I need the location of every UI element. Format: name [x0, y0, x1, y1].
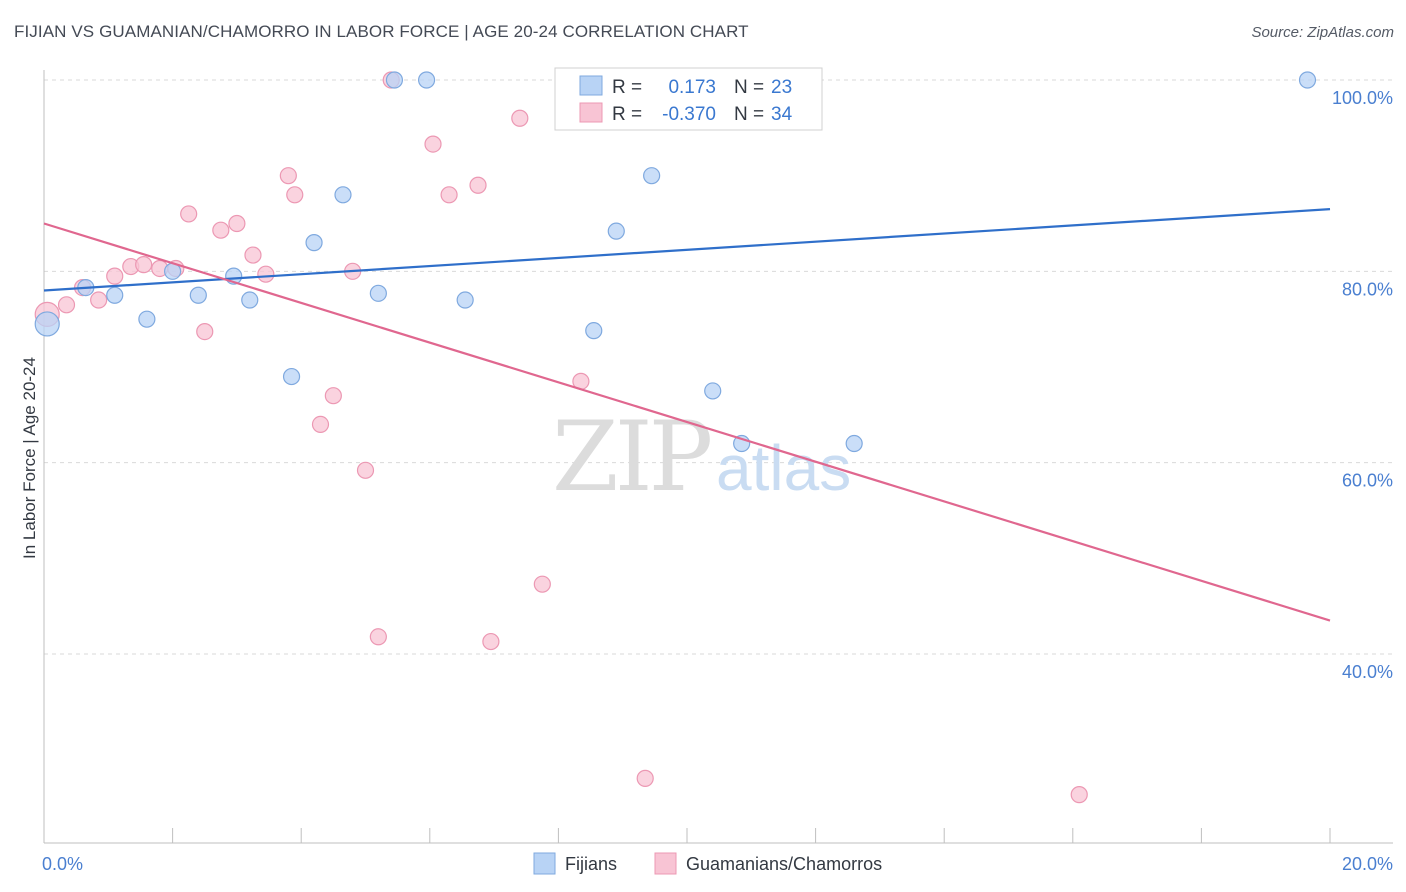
fijians-point	[643, 167, 661, 185]
y-tick-label-100: 100.0%	[1332, 88, 1393, 108]
fijians-point	[305, 234, 323, 252]
stats-blue-r-value: 0.173	[668, 77, 716, 98]
y-tick-label-60: 60.0%	[1342, 471, 1393, 491]
gridlines	[44, 79, 1393, 655]
guamanians-point	[469, 176, 487, 194]
fijians-point	[456, 291, 474, 309]
fijians-point	[1298, 71, 1317, 89]
fijians-point	[369, 284, 387, 302]
watermark: ZIP atlas	[552, 401, 851, 513]
guamanians-point	[212, 221, 230, 239]
guamanians-point	[279, 167, 297, 185]
fijians-point	[189, 286, 207, 304]
x-tick-label-min: 0.0%	[42, 854, 83, 874]
fijians-point	[106, 286, 124, 304]
legend-label-guamanians: Guamanians/Chamorros	[686, 854, 882, 874]
legend-label-fijians: Fijians	[565, 854, 617, 874]
stats-box: R = 0.173 N = 23 R = -0.370 N = 34	[554, 67, 823, 131]
guamanians-point	[1070, 786, 1088, 804]
guamanians-point	[440, 186, 458, 204]
stats-blue-n-label: N =	[734, 77, 764, 98]
guamanians-point	[424, 135, 442, 153]
y-tick-labels: 40.0% 60.0% 80.0% 100.0%	[1332, 88, 1393, 682]
guamanians-point	[286, 186, 304, 204]
source-credit: Source: ZipAtlas.com	[1251, 24, 1394, 41]
chart-title: FIJIAN VS GUAMANIAN/CHAMORRO IN LABOR FO…	[14, 22, 749, 41]
x-tick-label-max: 20.0%	[1342, 854, 1393, 874]
stats-pink-n-value: 34	[771, 104, 793, 125]
guamanians-point	[356, 461, 375, 479]
fijians-point	[34, 311, 60, 337]
legend-swatch-guamanians	[654, 852, 677, 875]
fijians-point	[845, 434, 863, 453]
y-tick-label-40: 40.0%	[1342, 662, 1393, 682]
stats-blue-r-label: R =	[612, 77, 642, 98]
guamanians-point	[106, 267, 124, 285]
y-tick-label-80: 80.0%	[1342, 279, 1393, 299]
guamanians-point	[257, 265, 275, 283]
stats-blue-n-value: 23	[771, 77, 792, 98]
fijians-trend-line	[43, 208, 1331, 292]
guamanians-point	[90, 291, 108, 309]
legend-swatch-fijians	[533, 852, 556, 875]
guamanians-point	[324, 387, 342, 405]
stats-pink-n-label: N =	[734, 104, 764, 125]
stats-pink-r-label: R =	[612, 104, 642, 125]
fijians-point	[385, 71, 404, 89]
fijians-point	[607, 222, 625, 240]
fijians-point	[417, 71, 436, 89]
guamanians-point	[228, 214, 246, 233]
fijians-point	[138, 310, 156, 328]
watermark-zip: ZIP	[552, 401, 711, 513]
guamanians-point	[244, 246, 262, 264]
guamanians-point	[135, 256, 153, 274]
guamanians-point	[57, 296, 76, 314]
fijians-point	[282, 367, 301, 386]
fijians-point	[704, 382, 722, 400]
trend-lines	[43, 208, 1331, 622]
guamanians-point	[311, 415, 330, 433]
guamanians-point	[511, 109, 529, 127]
fijians-point	[241, 291, 259, 309]
axes	[43, 70, 1393, 844]
guamanians-point	[196, 323, 214, 341]
guamanians-point	[369, 628, 387, 646]
guamanians-point	[533, 575, 551, 593]
fijians-point	[585, 322, 603, 340]
stats-swatch-pink	[579, 102, 603, 123]
guamanians-point	[482, 632, 500, 651]
stats-swatch-blue	[579, 75, 603, 96]
legend: Fijians Guamanians/Chamorros	[533, 852, 882, 875]
guamanians-trend-line	[43, 222, 1331, 622]
stats-pink-r-value: -0.370	[662, 104, 716, 125]
guamanians-point	[180, 205, 198, 223]
guamanians-point	[636, 769, 654, 787]
y-axis-label: In Labor Force | Age 20-24	[20, 357, 39, 559]
fijians-point	[334, 186, 352, 204]
